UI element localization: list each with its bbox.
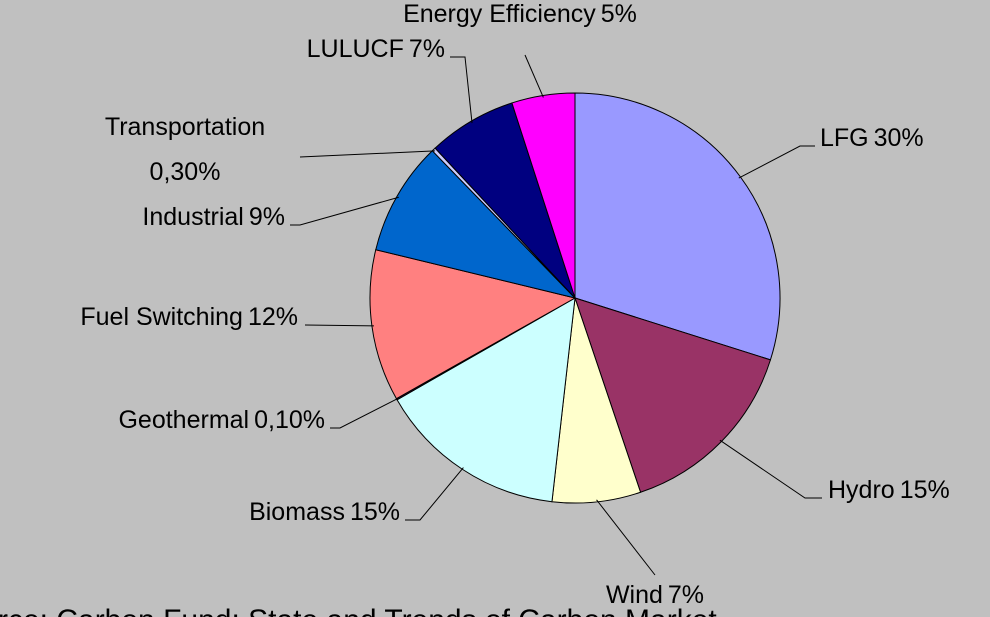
label-value: 7%: [668, 581, 704, 609]
label-value: 12%: [248, 303, 298, 331]
label-name: Energy Efficiency: [403, 0, 596, 28]
label-name: Hydro: [828, 476, 895, 504]
leader-line: [304, 324, 374, 327]
label-value: 15%: [350, 498, 400, 526]
leader-line: [405, 467, 464, 521]
leader-line: [719, 439, 822, 499]
leader-line: [299, 150, 436, 158]
label-value: 15%: [900, 476, 950, 504]
label-value: 0,10%: [254, 406, 325, 434]
label-name: Wind: [606, 581, 663, 609]
slice-label: Biomass 15%: [249, 498, 400, 526]
label-value: 9%: [249, 203, 285, 231]
label-name: Fuel Switching: [80, 303, 243, 331]
label-value: 0,30%: [150, 158, 221, 186]
slice-label: LFG 30%: [820, 124, 924, 152]
label-value: 30%: [874, 124, 924, 152]
slice-label: Wind 7%: [606, 581, 704, 609]
label-name: Transportation: [105, 113, 265, 141]
source-note: rce: Carbon Fund: State and Trends of Ca…: [0, 604, 717, 617]
leader-line: [738, 145, 815, 179]
leader-line: [596, 499, 656, 576]
slice-label: Industrial 9%: [142, 203, 285, 231]
pie-slice: [375, 150, 577, 299]
label-name: LULUCF: [307, 35, 404, 63]
label-value: 5%: [601, 0, 637, 28]
label-name: Geothermal: [118, 406, 249, 434]
label-name: LFG: [820, 124, 869, 152]
leader-line: [290, 196, 399, 226]
slice-label: Hydro 15%: [828, 476, 950, 504]
label-value: 7%: [409, 35, 445, 63]
slice-label: Transportation 0,30%: [105, 113, 265, 186]
leader-line: [524, 54, 544, 98]
leader-line: [330, 397, 399, 429]
slice-label: LULUCF 7%: [307, 35, 445, 63]
slice-label: Geothermal 0,10%: [118, 406, 325, 434]
slice-label: Fuel Switching 12%: [80, 303, 298, 331]
slice-label: Energy Efficiency 5%: [403, 0, 637, 28]
label-name: Biomass: [249, 498, 345, 526]
label-name: Industrial: [142, 203, 243, 231]
leader-line: [450, 56, 473, 124]
